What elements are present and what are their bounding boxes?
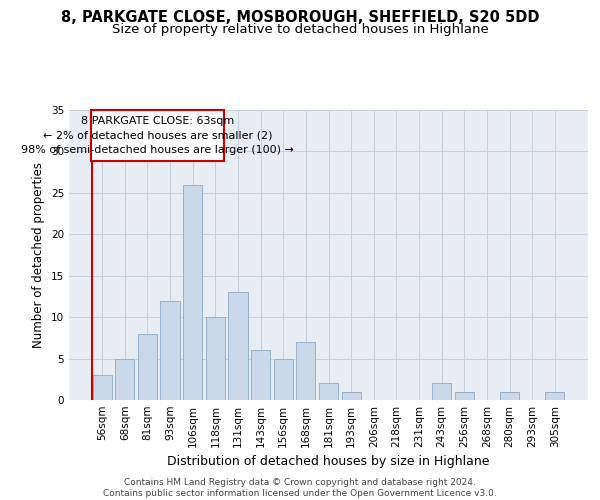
Bar — [432, 384, 451, 400]
Text: 8, PARKGATE CLOSE, MOSBOROUGH, SHEFFIELD, S20 5DD: 8, PARKGATE CLOSE, MOSBOROUGH, SHEFFIELD… — [61, 10, 539, 25]
Bar — [206, 317, 225, 400]
Bar — [296, 342, 316, 400]
X-axis label: Distribution of detached houses by size in Highlane: Distribution of detached houses by size … — [167, 456, 490, 468]
Bar — [500, 392, 519, 400]
Bar — [319, 384, 338, 400]
Bar — [251, 350, 270, 400]
Bar — [229, 292, 248, 400]
Text: 8 PARKGATE CLOSE: 63sqm
← 2% of detached houses are smaller (2)
98% of semi-deta: 8 PARKGATE CLOSE: 63sqm ← 2% of detached… — [22, 116, 295, 156]
Text: Size of property relative to detached houses in Highlane: Size of property relative to detached ho… — [112, 22, 488, 36]
Bar — [138, 334, 157, 400]
Bar — [92, 375, 112, 400]
Bar — [341, 392, 361, 400]
Bar — [160, 300, 180, 400]
Bar — [274, 358, 293, 400]
Bar — [545, 392, 565, 400]
Text: Contains HM Land Registry data © Crown copyright and database right 2024.
Contai: Contains HM Land Registry data © Crown c… — [103, 478, 497, 498]
Bar — [183, 184, 202, 400]
Y-axis label: Number of detached properties: Number of detached properties — [32, 162, 46, 348]
Bar — [115, 358, 134, 400]
Bar — [455, 392, 474, 400]
FancyBboxPatch shape — [91, 110, 224, 162]
